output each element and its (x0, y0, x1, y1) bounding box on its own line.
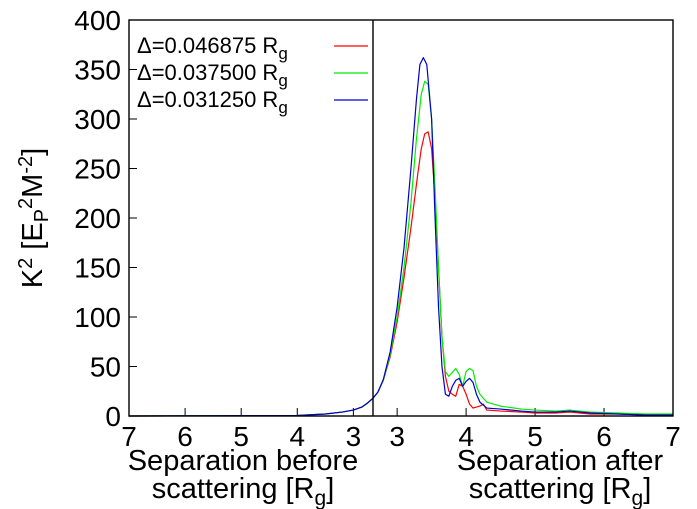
series-1-after-line (373, 132, 673, 415)
series-2-before-line (129, 398, 373, 416)
legend-label-1: Δ=0.046875 Rg (137, 33, 288, 63)
y-tick-label: 300 (74, 104, 121, 135)
legend-label-3-sub: g (278, 98, 287, 117)
x-axis-label-after-line2: scattering [Rg] (469, 473, 652, 509)
x-axis-label-before-text: scattering [R (152, 473, 315, 505)
x-tick-label-after: 3 (389, 421, 405, 452)
legend-label-2: Δ=0.037500 Rg (137, 60, 288, 90)
series-3-before-line (129, 398, 373, 416)
y-tick-label: 350 (74, 55, 121, 86)
x-axis-label-before-close: ] (326, 473, 334, 505)
y-axis-label-k: K (17, 268, 49, 288)
legend-label-3: Δ=0.031250 Rg (137, 87, 288, 117)
y-tick-label: 100 (74, 302, 121, 333)
series-1-before-line (129, 398, 373, 416)
legend: Δ=0.046875 Rg Δ=0.037500 Rg Δ=0.031250 R… (137, 33, 368, 117)
y-tick-label: 150 (74, 253, 121, 284)
y-axis-label-mid: [E (17, 222, 49, 257)
legend-label-1-prefix: Δ=0.046875 R (137, 33, 278, 58)
x-axis-label-after-close: ] (643, 473, 651, 505)
y-tick-label: 200 (74, 203, 121, 234)
y-ticks: 0 50 100 150 200 250 300 350 400 (74, 5, 137, 432)
y-axis-label-p-sup: 2 (15, 198, 37, 209)
y-axis-label-m-sup: -2 (15, 156, 37, 174)
x-axis-label-after-sub: g (632, 487, 644, 509)
y-tick-label: 400 (74, 5, 121, 36)
series-3-after-line (373, 58, 673, 415)
x-axis-label-before-line2: scattering [Rg] (152, 473, 335, 509)
legend-label-1-sub: g (278, 44, 287, 63)
legend-label-2-sub: g (278, 71, 287, 90)
y-axis-label: K2 [EP2M-2] (15, 148, 53, 288)
x-tick-label-after: 7 (665, 421, 681, 452)
y-tick-label: 50 (90, 352, 121, 383)
x-axis-label-before-sub: g (315, 487, 327, 509)
y-tick-label: 0 (105, 401, 121, 432)
legend-label-3-prefix: Δ=0.031250 R (137, 87, 278, 112)
y-tick-label: 250 (74, 154, 121, 185)
y-axis-label-m: M (17, 174, 49, 198)
y-axis-label-k-sup: 2 (15, 258, 37, 269)
y-axis-label-p: P (31, 209, 53, 222)
legend-label-2-prefix: Δ=0.037500 R (137, 60, 278, 85)
series-2-after-line (373, 81, 673, 414)
y-axis-label-close: ] (17, 148, 49, 156)
x-axis-label-after-text: scattering [R (469, 473, 632, 505)
